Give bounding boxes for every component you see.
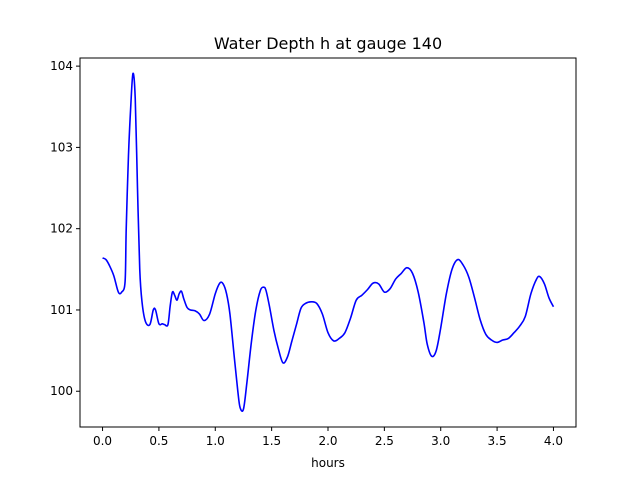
y-tick-label: 103 (50, 140, 73, 154)
y-tick-label: 100 (50, 384, 73, 398)
plot-area: 0.0 0.5 1.0 1.5 2.0 2.5 3.0 3.5 4.0 100 101 102 103… (50, 57, 577, 448)
x-tick-label: 1.0 (206, 434, 225, 448)
x-axis-label: hours (311, 456, 345, 470)
x-tick-label: 0.0 (93, 434, 112, 448)
y-tick-label: 102 (50, 222, 73, 236)
y-tick-label: 101 (50, 303, 73, 317)
y-axis: 100 101 102 103 104 (50, 59, 80, 398)
x-tick-label: 0.5 (149, 434, 168, 448)
chart-title: Water Depth h at gauge 140 (214, 34, 442, 53)
x-tick-label: 1.5 (262, 434, 281, 448)
x-tick-label: 3.5 (488, 434, 507, 448)
x-tick-label: 2.0 (318, 434, 337, 448)
x-tick-label: 2.5 (375, 434, 394, 448)
x-axis: 0.0 0.5 1.0 1.5 2.0 2.5 3.0 3.5 4.0 (93, 427, 563, 448)
series-layer (102, 72, 555, 412)
y-tick-label: 104 (50, 59, 73, 73)
x-tick-label: 3.0 (431, 434, 450, 448)
series-line (102, 72, 555, 412)
x-tick-label: 4.0 (544, 434, 563, 448)
